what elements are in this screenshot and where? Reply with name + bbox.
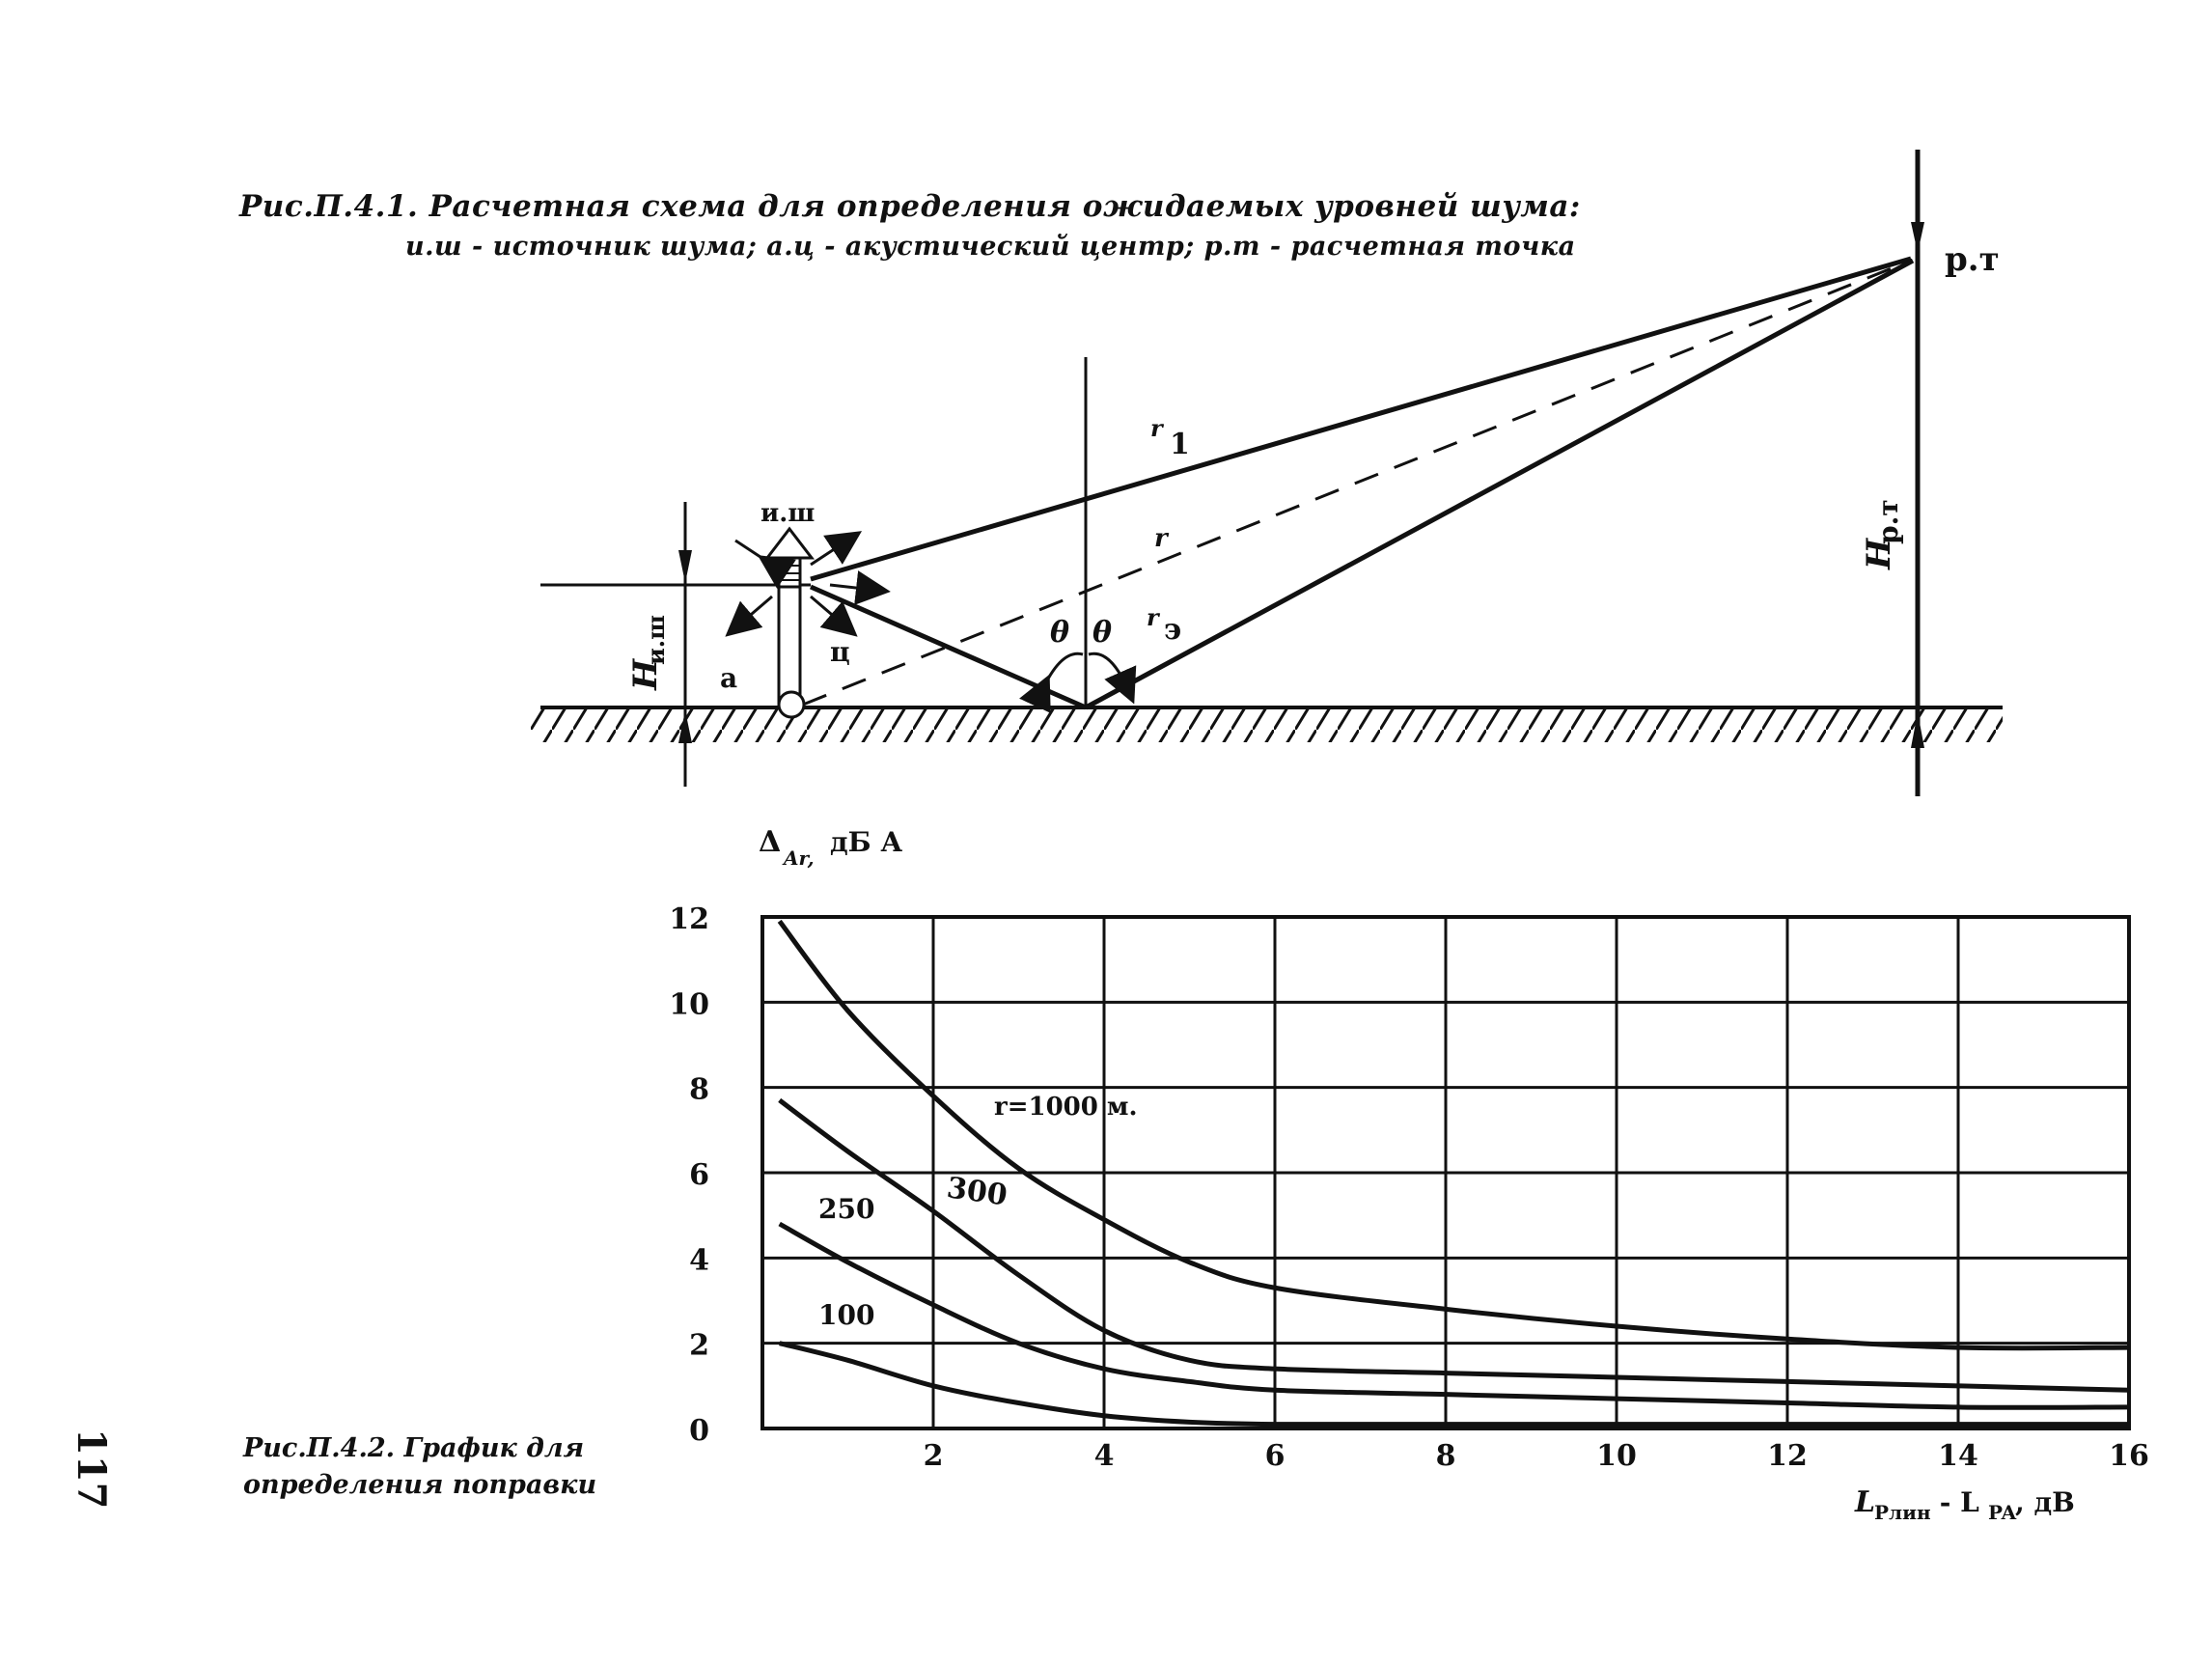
x-tick-label: 12 bbox=[1767, 1439, 1808, 1473]
chart-ticks: 2 4 6 8 10 12 14 16 0 2 4 6 8 10 12 bbox=[669, 902, 2149, 1473]
curve-label-250: 250 bbox=[818, 1193, 874, 1225]
label-r1: r bbox=[1150, 414, 1165, 442]
label-a: а bbox=[720, 662, 737, 694]
curve-series-0 bbox=[777, 919, 2130, 1351]
curve-series-3 bbox=[779, 1341, 2129, 1428]
xlabel-unit: , дВ bbox=[2015, 1486, 2075, 1518]
figure2-caption-line2: определения поправки bbox=[243, 1470, 597, 1500]
curve-label-1000: r=1000 м. bbox=[994, 1093, 1138, 1122]
ground-hatching bbox=[531, 709, 2003, 742]
ylabel-sub: Ar, bbox=[782, 846, 815, 870]
label-ts: ц bbox=[830, 636, 850, 668]
ray-r1 bbox=[810, 256, 1912, 582]
x-tick-label: 4 bbox=[1094, 1439, 1115, 1473]
xlabel-mid: - L bbox=[1930, 1486, 1979, 1518]
x-tick-label: 10 bbox=[1596, 1439, 1637, 1473]
page-number: 117 bbox=[69, 1428, 114, 1510]
ylabel-unit: дБ А bbox=[830, 826, 902, 858]
label-r-reflected-sub: э bbox=[1164, 613, 1181, 647]
ray-r-dashed bbox=[802, 259, 1912, 707]
curve-series-2 bbox=[778, 1221, 2130, 1410]
y-tick-label: 6 bbox=[689, 1158, 709, 1192]
angle-arc-right bbox=[1088, 652, 1137, 705]
y-tick-label: 12 bbox=[669, 902, 709, 936]
chart-grid bbox=[760, 915, 2131, 1430]
curve-label-300: 300 bbox=[945, 1171, 1009, 1212]
xlabel-sub2: PA bbox=[1988, 1501, 2017, 1524]
figure2-caption: Рис.П.4.2. График для определения поправ… bbox=[243, 1430, 596, 1504]
ylabel-delta: Δ bbox=[759, 825, 781, 859]
x-tick-label: 14 bbox=[1938, 1439, 1978, 1473]
xlabel-l1: L bbox=[1854, 1485, 1875, 1519]
ray-reflected bbox=[1084, 258, 1915, 710]
x-tick-label: 6 bbox=[1265, 1439, 1286, 1473]
y-tick-label: 0 bbox=[689, 1414, 709, 1448]
y-tick-label: 2 bbox=[689, 1329, 709, 1363]
dimension-arrow-bottom bbox=[678, 710, 692, 743]
label-h-point: H bbox=[1860, 537, 1898, 570]
dimension-arrow-top bbox=[678, 550, 692, 583]
label-calc-point: р.т bbox=[1945, 240, 2000, 279]
curve-series-1 bbox=[778, 1097, 2130, 1393]
x-tick-label: 2 bbox=[924, 1439, 944, 1473]
chart-curves bbox=[777, 919, 2130, 1428]
label-h-point-sub: р.т bbox=[1872, 499, 1904, 544]
label-r-reflected: r bbox=[1147, 603, 1161, 631]
label-theta-right: θ bbox=[1092, 616, 1112, 650]
receiver-arrow-bottom bbox=[1911, 712, 1924, 748]
y-tick-label: 10 bbox=[669, 987, 709, 1021]
label-source: и.ш bbox=[760, 499, 815, 528]
receiver-arrow-top bbox=[1911, 222, 1924, 253]
y-tick-label: 4 bbox=[689, 1243, 709, 1277]
x-tick-label: 8 bbox=[1436, 1439, 1456, 1473]
figure1-title: Рис.П.4.1. Расчетная схема для определен… bbox=[239, 189, 1581, 224]
x-tick-label: 16 bbox=[2109, 1439, 2149, 1473]
curve-label-100: 100 bbox=[818, 1299, 874, 1331]
xlabel-sub1: Pлин bbox=[1874, 1501, 1931, 1524]
angle-arc-left bbox=[1019, 652, 1084, 713]
label-r: r bbox=[1154, 524, 1170, 553]
label-theta-left: θ bbox=[1050, 616, 1069, 650]
label-h-source-sub: и.ш bbox=[642, 615, 670, 665]
y-tick-label: 8 bbox=[689, 1073, 709, 1107]
label-r1-sub: 1 bbox=[1170, 428, 1190, 461]
figure2-caption-line1: Рис.П.4.2. График для bbox=[243, 1433, 585, 1463]
label-h-source: H bbox=[626, 657, 665, 691]
figure1-legend: и.ш - источник шума; а.ц - акустический … bbox=[405, 232, 1576, 262]
